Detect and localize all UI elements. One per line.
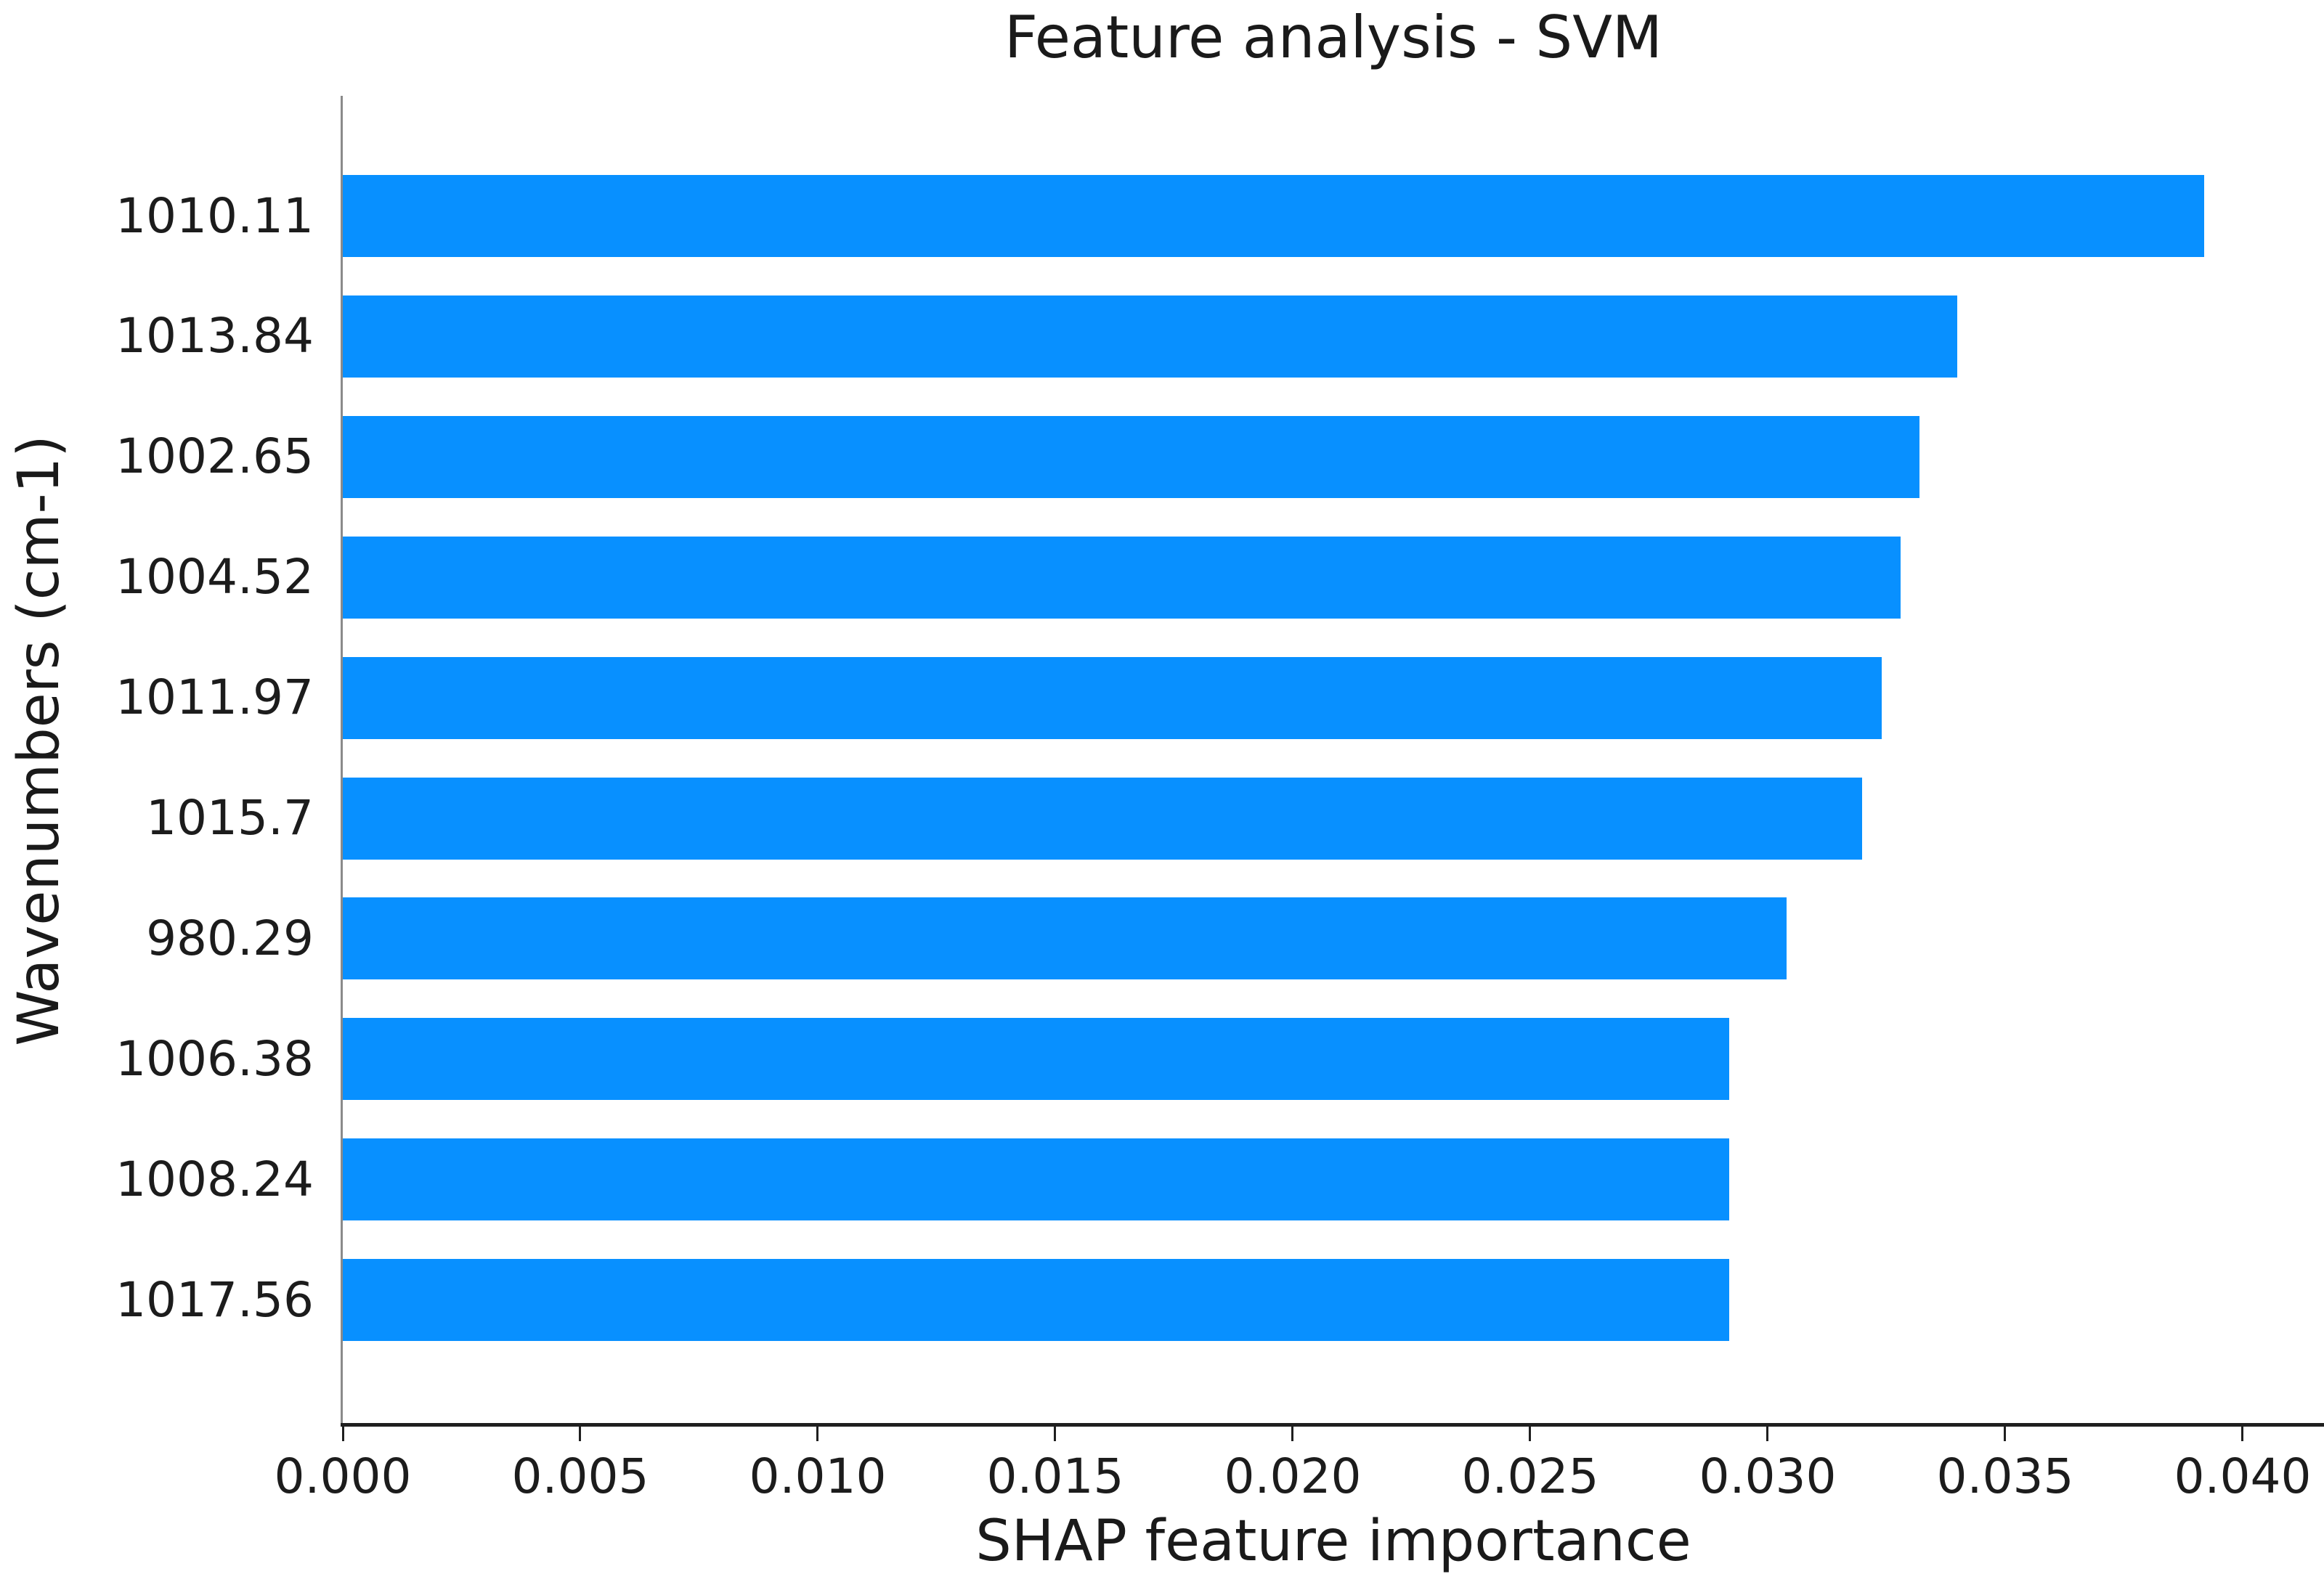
x-tick-mark-0.000: [342, 1425, 344, 1441]
y-tick-label-1002.65: 1002.65: [115, 428, 314, 485]
y-axis-spine: [341, 96, 343, 1427]
bar-1017.56: [343, 1259, 1729, 1342]
y-tick-label-1010.11: 1010.11: [115, 187, 314, 244]
y-tick-label-1017.56: 1017.56: [115, 1271, 314, 1328]
bar-1011.97: [343, 656, 1882, 739]
x-tick-mark-0.025: [1529, 1425, 1531, 1441]
x-tick-mark-0.040: [2241, 1425, 2243, 1441]
bar-1006.38: [343, 1018, 1729, 1101]
x-tick-label-0.000: 0.000: [274, 1448, 412, 1504]
x-tick-label-0.025: 0.025: [1461, 1448, 1599, 1504]
x-tick-mark-0.015: [1054, 1425, 1056, 1441]
x-tick-label-0.015: 0.015: [986, 1448, 1124, 1504]
y-tick-label-1015.7: 1015.7: [146, 790, 314, 846]
bar-1008.24: [343, 1138, 1729, 1221]
x-tick-label-0.035: 0.035: [1936, 1448, 2074, 1504]
x-tick-mark-0.010: [816, 1425, 818, 1441]
y-tick-label-1006.38: 1006.38: [115, 1030, 314, 1087]
bar-1004.52: [343, 536, 1901, 619]
bar-1002.65: [343, 415, 1919, 498]
x-tick-mark-0.035: [2004, 1425, 2006, 1441]
x-tick-mark-0.020: [1291, 1425, 1293, 1441]
x-tick-mark-0.030: [1766, 1425, 1768, 1441]
bar-1013.84: [343, 295, 1957, 378]
x-tick-label-0.040: 0.040: [2174, 1448, 2312, 1504]
bar-980.29: [343, 897, 1787, 980]
y-tick-label-1013.84: 1013.84: [115, 308, 314, 364]
bar-1010.11: [343, 175, 2204, 257]
x-tick-label-0.005: 0.005: [511, 1448, 649, 1504]
x-tick-label-0.010: 0.010: [749, 1448, 887, 1504]
x-tick-label-0.020: 0.020: [1224, 1448, 1362, 1504]
plot-area: [343, 96, 2324, 1424]
x-tick-label-0.030: 0.030: [1699, 1448, 1837, 1504]
x-axis-spine: [341, 1423, 2324, 1427]
chart-title: Feature analysis - SVM: [1004, 4, 1662, 71]
y-tick-label-980.29: 980.29: [146, 910, 314, 966]
y-tick-label-1008.24: 1008.24: [115, 1151, 314, 1207]
y-tick-label-1004.52: 1004.52: [115, 549, 314, 606]
bar-1015.7: [343, 777, 1862, 860]
y-tick-label-1011.97: 1011.97: [115, 669, 314, 726]
x-axis-label: SHAP feature importance: [975, 1509, 1691, 1574]
x-tick-mark-0.005: [579, 1425, 581, 1441]
